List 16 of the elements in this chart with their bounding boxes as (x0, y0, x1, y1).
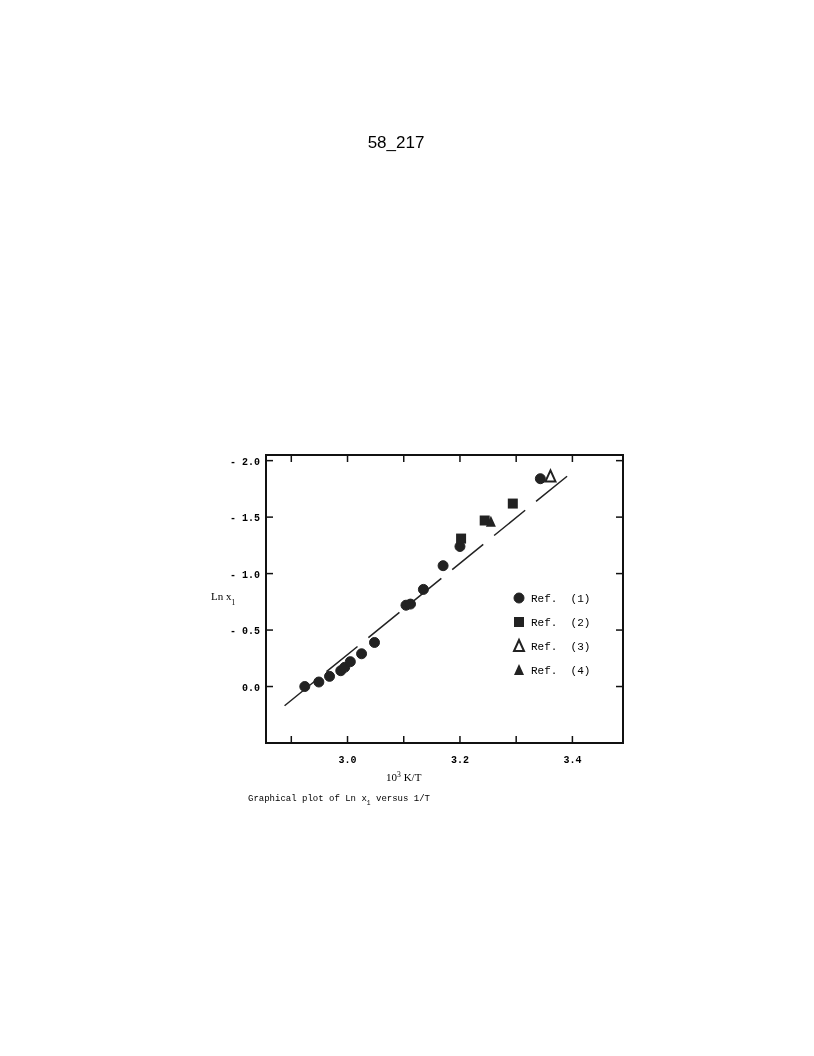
y-tick-label: - 1.0 (229, 569, 260, 581)
legend-label: Ref. (2) (531, 617, 591, 629)
legend-label: Ref. (3) (531, 641, 591, 653)
y-tick-label: - 0.5 (229, 626, 260, 638)
legend-label: Ref. (4) (531, 665, 591, 677)
chart-title: 58_217 (367, 133, 425, 152)
legend-label: Ref. (1) (531, 593, 591, 605)
y-tick-label: 0.0 (241, 682, 260, 694)
x-axis-title: 10$^{3}$ K/T (386, 769, 422, 783)
y-tick-label: - 2.0 (229, 456, 260, 468)
x-tick-label: 3.2 (450, 755, 469, 766)
text: Graphical plot of Ln x$_{1}$ versus 1/T (248, 794, 431, 807)
y-axis-title: Ln x$_{1}$ (211, 590, 236, 607)
y-tick-label: - 1.5 (229, 513, 260, 525)
x-tick-label: 3.0 (338, 755, 357, 766)
x-tick-label: 3.4 (563, 755, 582, 766)
